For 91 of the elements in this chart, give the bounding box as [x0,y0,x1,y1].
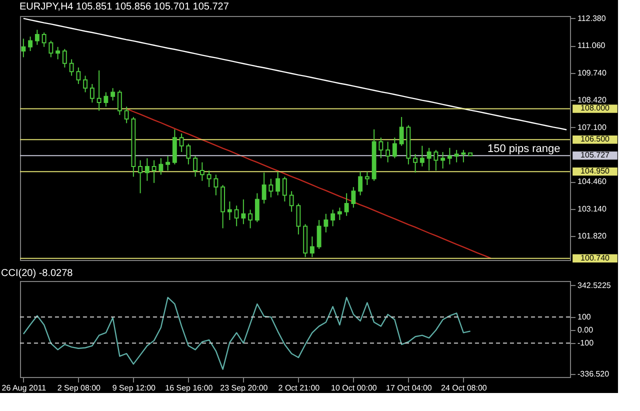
candlestick [158,158,164,176]
candlestick [56,46,60,60]
candlestick [34,29,40,46]
y-tick-label: -100 [578,338,594,348]
candlestick [248,209,253,229]
candlestick [316,220,322,250]
candlestick [214,174,218,196]
candlestick [28,36,33,52]
candlestick [276,171,280,196]
y-tick-label: 108.420 [578,96,607,105]
candlestick [289,190,294,212]
candlestick [358,171,363,196]
y-tick-label: 342.5225 [578,280,612,290]
ref-line-label: 104.950 [580,166,610,176]
candlestick [144,158,150,182]
candlestick [206,170,212,188]
candlestick [447,147,452,165]
y-tick-label: 109.740 [578,68,607,78]
candlestick [324,213,328,233]
candlestick [21,38,26,58]
candlestick [179,132,184,153]
candlestick [254,192,260,223]
chart-title: CCI(20) -8.0278 [1,268,74,279]
x-tick-label: 9 Sep 12:00 [112,384,156,392]
candlestick [186,143,191,165]
candlestick [310,236,314,258]
x-tick-label: 10 Oct 00:00 [331,384,378,392]
chart-title: EURJPY,H4 105.851 105.856 105.701 105.727 [20,1,230,12]
y-tick-label: 101.820 [578,232,607,241]
candlestick [227,200,232,221]
y-tick-label: 104.460 [578,177,607,186]
x-tick-label: 24 Oct 08:00 [441,384,488,392]
candlestick [282,176,287,202]
candlestick [434,149,438,172]
x-tick-label: 26 Aug 2011 [2,384,47,392]
candlestick [454,149,459,163]
candlestick [378,137,384,159]
y-tick-label: 0.00 [578,326,594,335]
candlestick [152,160,156,184]
ref-line-label: 106.500 [580,134,610,144]
candlestick [166,156,170,172]
x-tick-label: 23 Sep 20:00 [220,384,268,392]
candlestick [413,154,418,174]
candlestick [48,40,54,58]
candlestick [426,147,432,172]
candlestick [69,58,74,76]
candlestick [386,141,390,163]
candlestick [364,171,370,186]
y-tick-label: -336.520 [578,370,610,379]
candlestick [110,88,116,101]
candlestick [351,186,356,208]
ref-line-label: 108.000 [580,104,610,113]
candlestick [296,203,301,235]
x-tick-label: 2 Oct 21:00 [278,384,320,392]
candlestick [138,160,143,194]
candlestick [117,90,122,116]
candlestick [104,92,108,108]
candlestick [90,84,94,104]
candlestick [337,207,342,221]
candlestick [268,178,274,198]
candlestick [330,209,336,227]
ref-line-label: 105.727 [580,150,610,160]
candlestick [461,149,466,163]
line-series [22,296,471,370]
candlestick [440,152,446,169]
candlestick [420,145,424,167]
annotation: 150 pips range [488,142,560,155]
ref-line-label: 100.740 [580,253,610,262]
x-tick-label: 17 Oct 04:00 [386,384,432,392]
candlestick [83,75,88,93]
line-series [22,18,568,130]
candlestick [234,205,239,227]
candlestick [42,32,46,48]
x-tick-label: 2 Sep 08:00 [57,384,102,392]
candlestick [76,67,81,85]
x-tick-label: 16 Sep 16:00 [165,384,214,392]
candlestick [241,198,246,225]
candlestick [193,156,198,178]
y-tick-label: 111.060 [578,41,606,50]
candlestick [200,162,204,182]
y-tick-label: 100 [578,312,592,322]
candlestick [344,192,349,216]
candlestick [392,137,397,159]
candlestick [124,106,129,124]
candlestick [262,172,266,204]
candlestick [96,70,102,112]
candlestick [62,48,67,68]
y-tick-label: 107.100 [578,122,607,132]
y-tick-label: 103.140 [578,204,607,214]
candlestick [399,116,404,146]
y-tick-label: 112.380 [578,14,606,23]
